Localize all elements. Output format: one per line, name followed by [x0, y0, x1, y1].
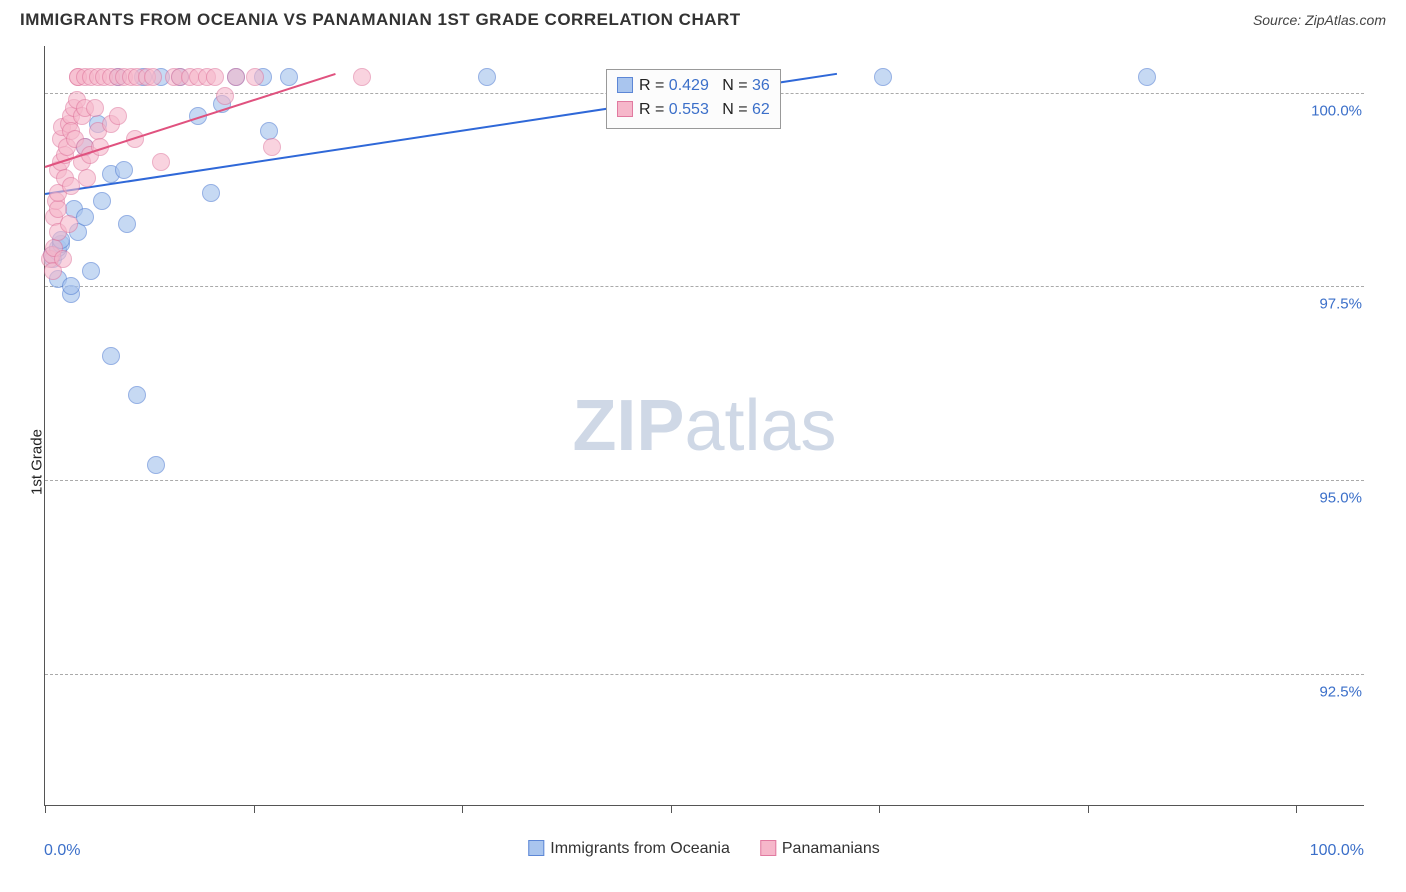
legend-swatch — [760, 840, 776, 856]
scatter-point — [115, 161, 133, 179]
plot-area: ZIPatlas 92.5% 95.0% 97.5% 100.0% R = 0.429 … — [44, 46, 1364, 806]
legend-item: Immigrants from Oceania — [528, 840, 730, 858]
legend-swatch — [528, 840, 544, 856]
legend-swatch — [617, 101, 633, 117]
legend-spacer — [709, 77, 722, 94]
scatter-point — [54, 250, 72, 268]
chart-header: IMMIGRANTS FROM OCEANIA VS PANAMANIAN 1S… — [0, 0, 1406, 36]
legend-stats-box: R = 0.429 N = 36R = 0.553 N = 62 — [606, 69, 781, 129]
legend-bottom: Immigrants from Oceania Panamanians — [528, 840, 879, 858]
legend-r-label: R = — [639, 101, 669, 118]
watermark-light: atlas — [684, 386, 836, 466]
legend-r-value: 0.429 — [669, 74, 709, 98]
x-axis-row: 0.0% Immigrants from OceaniaPanamanians … — [44, 838, 1364, 868]
chart-container: 1st Grade ZIPatlas 92.5% 95.0% 97.5% 100.0%… — [0, 36, 1406, 888]
scatter-point — [76, 208, 94, 226]
y-tick-label: 100.0% — [1311, 102, 1366, 119]
legend-spacer — [709, 101, 722, 118]
legend-item-label: Panamanians — [782, 840, 880, 857]
y-tick-label: 95.0% — [1319, 490, 1366, 507]
scatter-point — [227, 68, 245, 86]
scatter-point — [353, 68, 371, 86]
scatter-point — [60, 215, 78, 233]
scatter-point — [478, 68, 496, 86]
scatter-point — [152, 153, 170, 171]
x-tick — [1296, 805, 1297, 813]
scatter-point — [62, 277, 80, 295]
scatter-point — [93, 192, 111, 210]
x-tick — [254, 805, 255, 813]
legend-item: Panamanians — [760, 840, 880, 858]
x-tick — [879, 805, 880, 813]
x-tick — [462, 805, 463, 813]
scatter-point — [202, 184, 220, 202]
legend-r-label: R = — [639, 77, 669, 94]
legend-stats-row: R = 0.429 N = 36 — [617, 74, 770, 98]
x-axis-min-label: 0.0% — [44, 842, 80, 860]
scatter-point — [246, 68, 264, 86]
scatter-point — [206, 68, 224, 86]
gridline — [45, 286, 1364, 287]
x-axis-max-label: 100.0% — [1310, 842, 1364, 860]
gridline — [45, 674, 1364, 675]
legend-r-value: 0.553 — [669, 98, 709, 122]
watermark-bold: ZIP — [572, 386, 684, 466]
scatter-point — [263, 138, 281, 156]
scatter-point — [144, 68, 162, 86]
legend-n-label: N = — [722, 77, 752, 94]
scatter-point — [78, 169, 96, 187]
y-tick-label: 97.5% — [1319, 296, 1366, 313]
legend-n-value: 62 — [752, 98, 770, 122]
gridline — [45, 480, 1364, 481]
legend-n-label: N = — [722, 101, 752, 118]
scatter-point — [128, 386, 146, 404]
y-axis-label: 1st Grade — [28, 429, 45, 495]
scatter-point — [280, 68, 298, 86]
legend-item-label: Immigrants from Oceania — [550, 840, 730, 857]
scatter-point — [102, 347, 120, 365]
scatter-point — [874, 68, 892, 86]
legend-swatch — [617, 77, 633, 93]
legend-stats-row: R = 0.553 N = 62 — [617, 98, 770, 122]
x-tick — [45, 805, 46, 813]
x-tick — [1088, 805, 1089, 813]
legend-n-value: 36 — [752, 74, 770, 98]
scatter-point — [109, 107, 127, 125]
x-tick — [671, 805, 672, 813]
scatter-point — [86, 99, 104, 117]
scatter-point — [1138, 68, 1156, 86]
scatter-point — [216, 87, 234, 105]
scatter-point — [118, 215, 136, 233]
source-label: Source: ZipAtlas.com — [1253, 12, 1386, 28]
watermark: ZIPatlas — [572, 385, 836, 467]
chart-title: IMMIGRANTS FROM OCEANIA VS PANAMANIAN 1S… — [20, 10, 741, 30]
scatter-point — [147, 456, 165, 474]
scatter-point — [82, 262, 100, 280]
y-tick-label: 92.5% — [1319, 684, 1366, 701]
